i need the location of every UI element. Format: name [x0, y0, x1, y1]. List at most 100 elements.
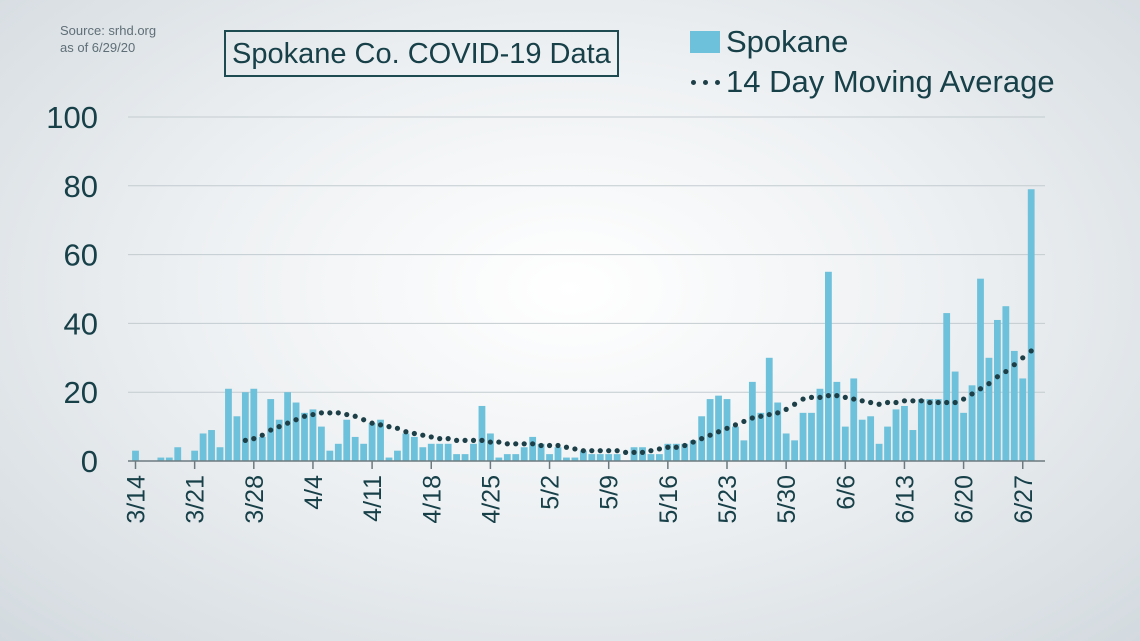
- bar: [157, 457, 165, 461]
- bar: [520, 447, 528, 461]
- bar: [368, 423, 376, 461]
- bar: [132, 450, 139, 461]
- bar: [191, 450, 199, 461]
- moving-average-point: [715, 429, 722, 435]
- moving-average-point: [851, 396, 857, 402]
- moving-average-point: [961, 396, 967, 402]
- bar: [656, 454, 663, 461]
- moving-average-point: [859, 398, 865, 404]
- y-tick-label: 60: [64, 238, 98, 273]
- bar: [537, 443, 545, 461]
- moving-average-point: [800, 396, 806, 402]
- source-note: Source: srhd.org as of 6/29/20: [60, 22, 156, 56]
- bar: [588, 454, 596, 461]
- bar: [309, 409, 317, 461]
- moving-average-point: [927, 399, 933, 406]
- moving-average-point: [377, 422, 384, 428]
- moving-average-point: [656, 446, 663, 452]
- moving-average-point: [986, 381, 992, 387]
- moving-average-point: [682, 442, 688, 449]
- x-tick-label: 6/13: [891, 475, 919, 524]
- moving-average-point: [479, 437, 485, 443]
- moving-average-point: [454, 437, 460, 443]
- moving-average-point: [555, 442, 561, 449]
- moving-average-point: [386, 424, 392, 430]
- bar-swatch-icon: [690, 31, 720, 53]
- bar: [1010, 350, 1018, 461]
- gridlines: [128, 116, 1045, 393]
- bar: [647, 454, 655, 461]
- bar: [453, 454, 460, 461]
- bar: [241, 392, 249, 461]
- bar: [951, 371, 959, 461]
- bar: [799, 412, 807, 461]
- x-tick-label: 6/20: [951, 475, 979, 524]
- moving-average-point: [242, 437, 248, 443]
- moving-average-point: [276, 424, 282, 430]
- legend-label-spokane: Spokane: [726, 24, 849, 59]
- bar: [410, 436, 418, 461]
- moving-average-point: [310, 411, 316, 418]
- moving-average-point: [724, 425, 730, 431]
- moving-average-point: [597, 448, 603, 454]
- moving-average-point: [884, 399, 891, 406]
- bar: [985, 357, 993, 461]
- legend-label-moving-average: 14 Day Moving Average: [726, 64, 1055, 99]
- moving-average-point: [842, 394, 848, 400]
- moving-average-point: [901, 398, 908, 404]
- moving-average-point: [563, 444, 570, 450]
- moving-average-point: [1011, 362, 1017, 368]
- x-tick-label: 5/23: [714, 475, 742, 524]
- bar: [960, 412, 967, 461]
- moving-average-point: [530, 441, 536, 447]
- moving-average-point: [293, 417, 299, 423]
- bar: [791, 440, 798, 461]
- moving-average-point: [251, 436, 257, 442]
- bar: [605, 454, 613, 461]
- bar: [343, 419, 351, 461]
- bar: [292, 402, 300, 461]
- y-tick-label: 20: [64, 375, 98, 410]
- moving-average-point: [1020, 355, 1026, 361]
- bar: [275, 419, 283, 461]
- moving-average-point: [825, 393, 832, 399]
- x-tick-label: 5/9: [596, 475, 624, 510]
- moving-average-point: [817, 394, 823, 400]
- bar: [385, 457, 393, 461]
- dots-moving-average: [242, 348, 1034, 455]
- moving-average-point: [834, 393, 840, 399]
- bar: [546, 454, 553, 461]
- moving-average-point: [411, 430, 417, 437]
- bar: [301, 412, 308, 461]
- bar: [326, 450, 334, 461]
- bar: [740, 440, 748, 461]
- y-tick-label: 100: [46, 100, 98, 135]
- moving-average-point: [352, 413, 358, 419]
- moving-average-point: [285, 420, 291, 426]
- moving-average-point: [437, 436, 443, 442]
- moving-average-point: [614, 448, 620, 454]
- bar: [850, 378, 858, 461]
- moving-average-point: [775, 410, 781, 416]
- x-tick-label: 6/6: [832, 475, 860, 510]
- bar: [461, 454, 469, 461]
- bar: [732, 426, 739, 461]
- moving-average-point: [369, 420, 375, 426]
- bar: [554, 447, 562, 461]
- moving-average-point: [639, 449, 646, 455]
- bar: [199, 433, 207, 461]
- bar: [512, 454, 520, 461]
- moving-average-point: [944, 399, 950, 406]
- moving-average-point: [766, 411, 772, 418]
- moving-average-point: [504, 441, 510, 447]
- bar: [258, 436, 266, 461]
- moving-average-point: [994, 374, 1001, 380]
- moving-average-point: [665, 444, 671, 450]
- moving-average-point: [792, 401, 798, 407]
- moving-average-point: [318, 410, 324, 416]
- dotted-line-swatch-icon: [690, 71, 722, 93]
- bar: [318, 426, 325, 461]
- y-axis-ticks: 0 20 40 60 80 100: [46, 100, 98, 479]
- bar: [233, 416, 241, 461]
